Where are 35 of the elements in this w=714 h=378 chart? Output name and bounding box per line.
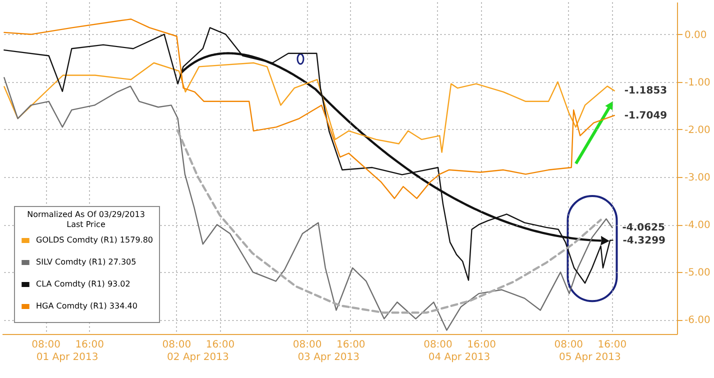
x-tick-label: 16:00 (467, 340, 496, 350)
y-tick-label: -2.00 (684, 124, 710, 136)
x-tick-label: 16:00 (206, 340, 235, 350)
y-tick-label: -6.00 (684, 315, 710, 326)
legend-title: Normalized As Of 03/29/2013 Last Price (27, 210, 145, 229)
x-tick-label: 08:00 (554, 340, 584, 350)
line-series (4, 77, 613, 331)
legend-label: SILV Comdty (R1) 27.305 (36, 258, 136, 266)
x-tick-label: 08:00 (162, 340, 192, 350)
y-tick-label: -5.00 (684, 268, 710, 279)
annotation: -1.1853 (624, 86, 668, 97)
x-tick-label: 16:00 (75, 340, 104, 350)
x-tick-label: 16:00 (336, 340, 366, 350)
text: 05 Apr 2013 (558, 352, 621, 363)
legend-label: CLA Comdty (R1) 93.02 (36, 280, 130, 288)
annotation: -4.0625 (622, 222, 666, 234)
line-series (176, 130, 602, 314)
text: 03 Apr 2013 (298, 352, 360, 363)
legend-label: GOLDS Comdty (R1) 1579.80 (36, 236, 154, 244)
text: 02 Apr 2013 (167, 352, 229, 363)
legend-label: HGA Comdty (R1) 334.40 (36, 302, 138, 310)
x-tick-label: 16:00 (598, 340, 627, 350)
x-tick-label: 08:00 (424, 340, 452, 350)
line-series (4, 62, 615, 153)
y-tick-label: 0.00 (684, 30, 707, 41)
annotation: -1.7049 (624, 110, 668, 122)
text: 01 Apr 2013 (36, 352, 98, 363)
y-tick-label: -3.00 (684, 172, 710, 184)
y-tick-label: -1.00 (684, 77, 710, 88)
x-tick-label: 08:00 (32, 340, 60, 350)
annotation: -4.3299 (622, 235, 666, 246)
y-tick-label: -4.00 (684, 220, 710, 232)
text: 04 Apr 2013 (428, 352, 490, 363)
line-series (4, 18, 615, 200)
x-tick-label: 08:00 (292, 340, 322, 350)
